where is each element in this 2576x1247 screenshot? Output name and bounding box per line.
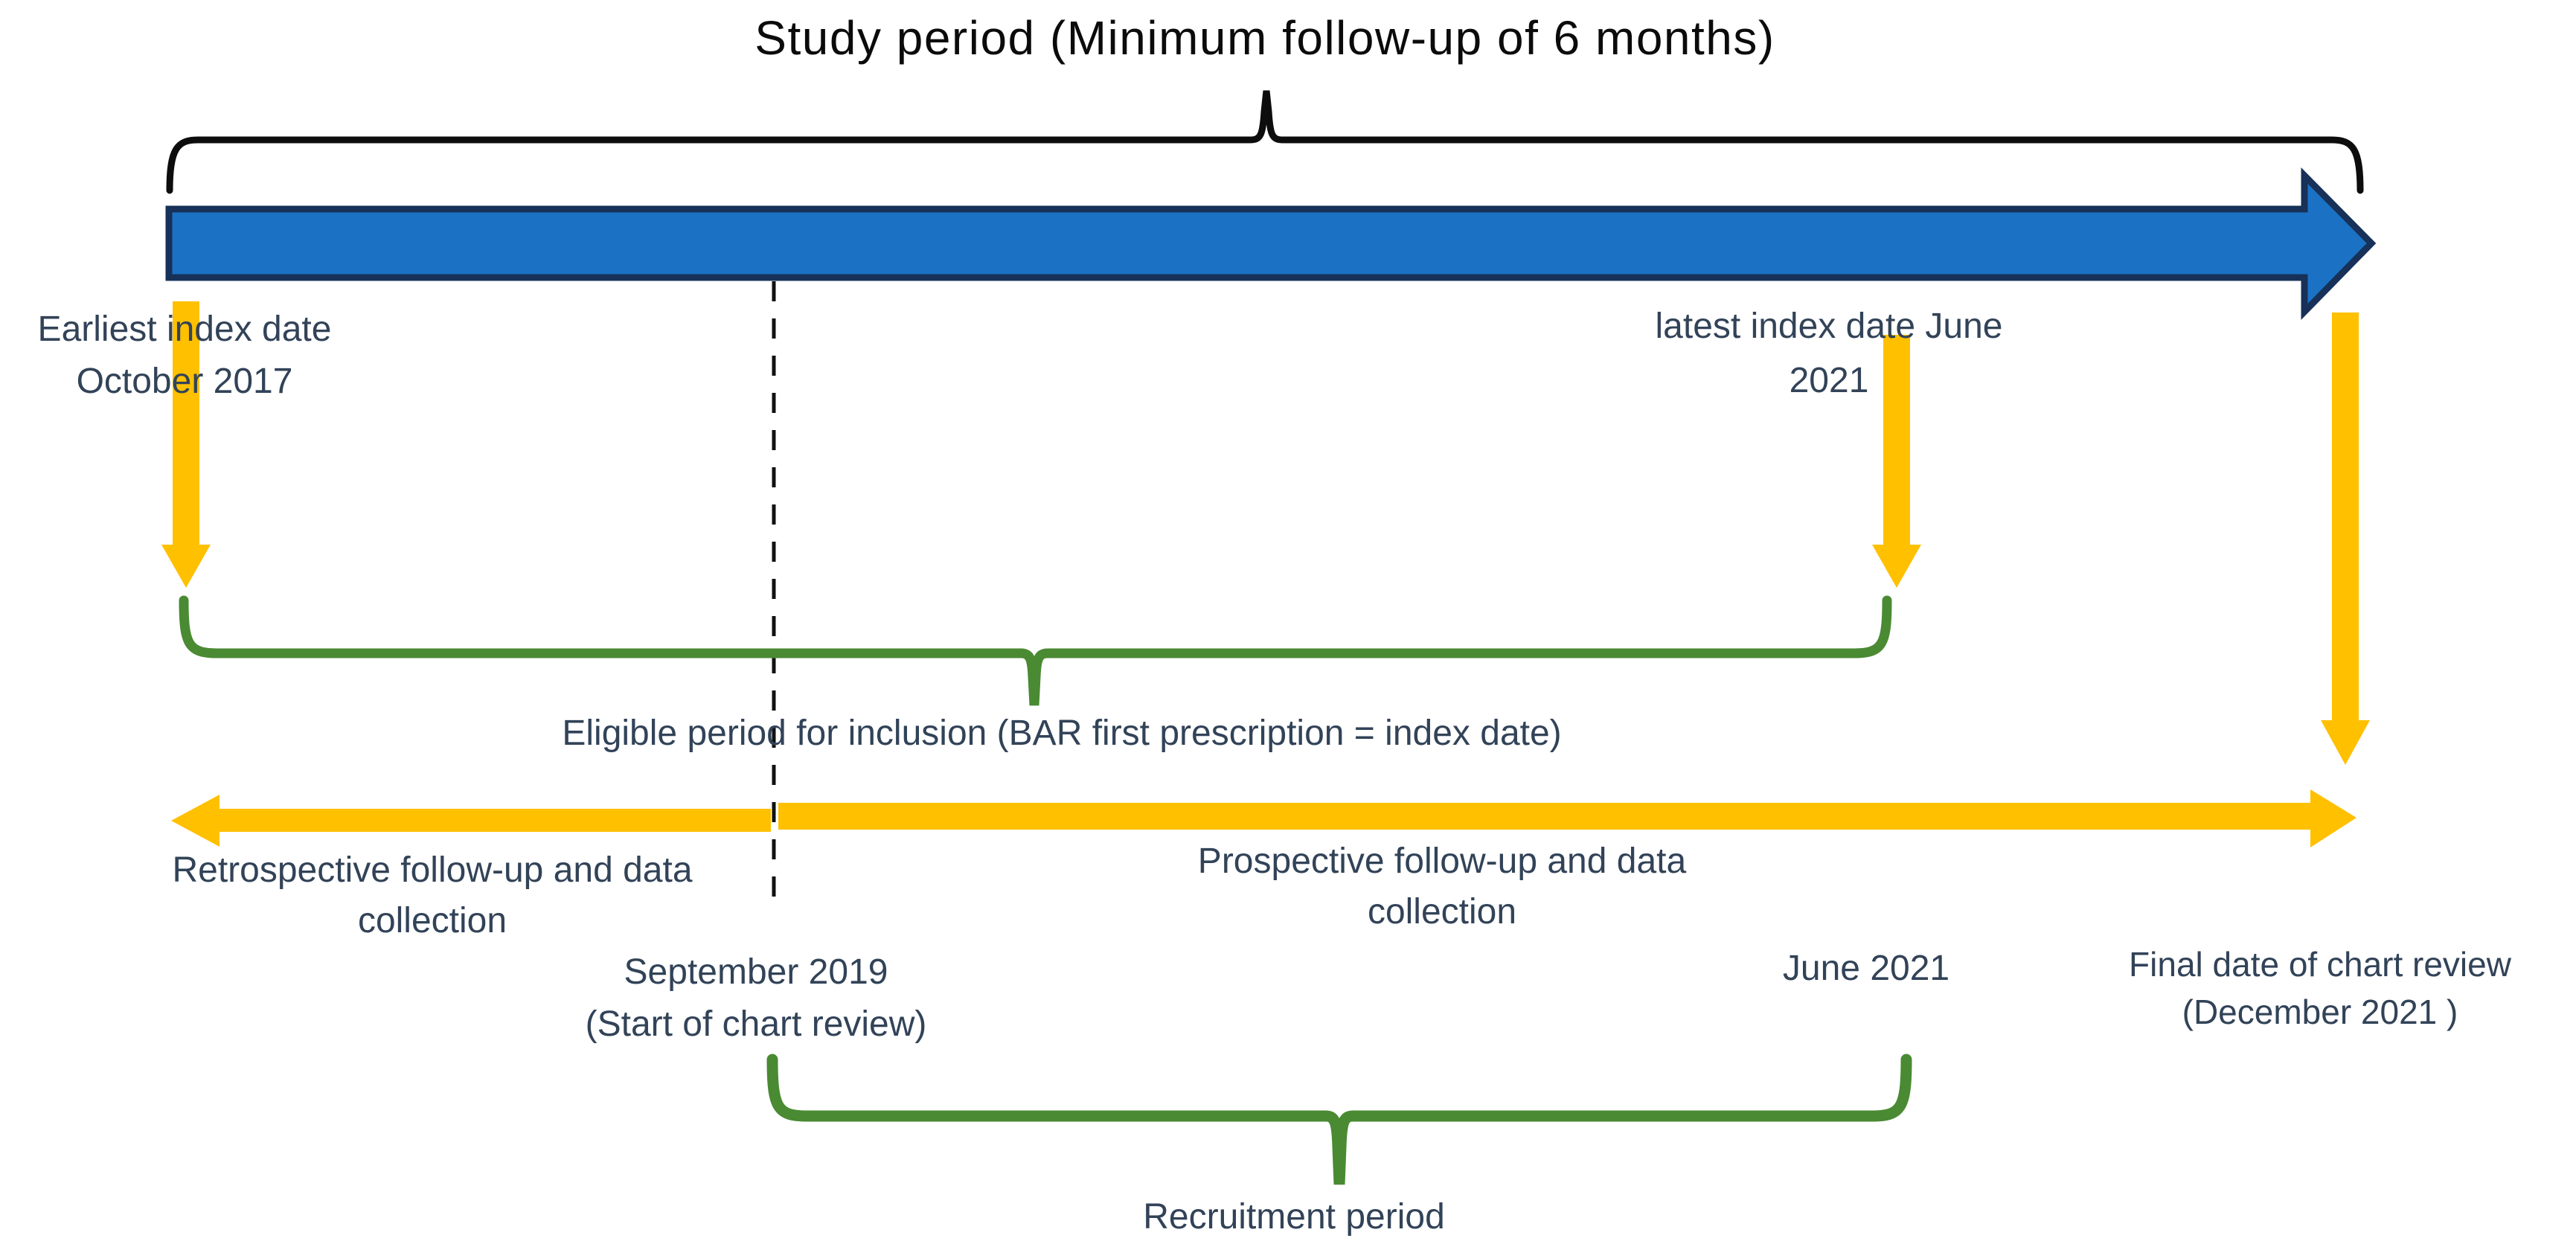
figure-title: Study period (Minimum follow-up of 6 mon… [754,12,1775,64]
retrospective-arrow [171,795,771,847]
label-line: September 2019 [624,952,888,992]
prospective-arrow [778,789,2356,847]
label-line: collection [1367,892,1517,932]
latest-index-arrow [1872,335,1921,588]
eligible-period-brace [179,595,1892,706]
label-line: Earliest index date [37,310,332,349]
label-line: (Start of chart review) [585,1004,927,1044]
label-line: Prospective follow-up and data [1197,842,1687,881]
label-line: latest index date June [1655,307,2003,346]
label-retrospective-followup: Retrospective follow-up and data collect… [172,845,692,946]
figure-title-text: Study period (Minimum follow-up of 6 mon… [754,11,1775,65]
label-prospective-followup: Prospective follow-up and data collectio… [1198,836,1686,937]
label-line: Retrospective follow-up and data [172,850,693,890]
label-line: Final date of chart review [2129,945,2511,984]
final-review-arrow [2321,312,2370,765]
earliest-index-arrow [161,301,211,588]
label-earliest-index-date: Earliest index date October 2017 [38,304,332,408]
study-period-brace [166,90,2364,194]
label-eligible-period: Eligible period for inclusion (BAR first… [562,714,1562,753]
label-final-chart-review: Final date of chart review (December 202… [2129,940,2511,1036]
label-line: 2021 [1789,361,1869,400]
label-recruitment-period: Recruitment period [1143,1197,1445,1237]
timeline-arrow [165,167,2377,321]
label-line: (December 2021 ) [2182,993,2458,1031]
label-line: collection [357,901,507,940]
recruitment-period-brace [766,1054,1912,1185]
label-latest-index-date: latest index date June 2021 [1656,299,2003,408]
label-june-2021: June 2021 [1782,949,1950,988]
label-chart-review-start: September 2019 (Start of chart review) [586,946,927,1051]
label-line: October 2017 [76,362,293,401]
